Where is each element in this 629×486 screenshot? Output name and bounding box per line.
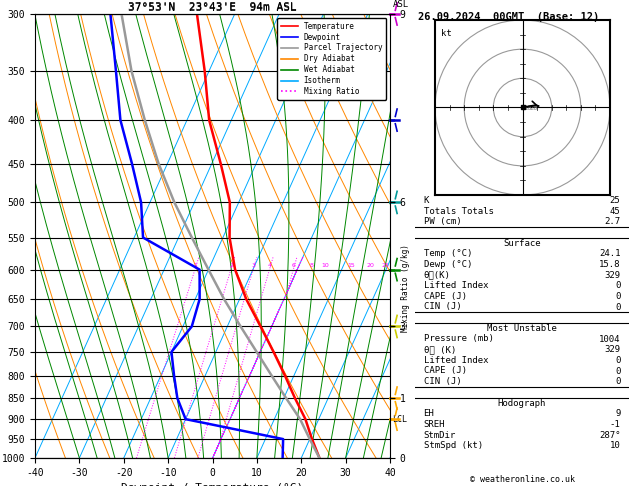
Text: 2.7: 2.7: [604, 217, 620, 226]
Text: 4: 4: [268, 263, 272, 268]
Text: CIN (J): CIN (J): [423, 377, 461, 386]
Text: 0: 0: [615, 302, 620, 312]
Text: CAPE (J): CAPE (J): [423, 292, 467, 301]
Text: EH: EH: [423, 409, 434, 418]
Text: 10: 10: [610, 441, 620, 450]
Text: θᴄ (K): θᴄ (K): [423, 345, 456, 354]
Text: 287°: 287°: [599, 431, 620, 439]
Text: θᴄ(K): θᴄ(K): [423, 271, 450, 279]
Text: CAPE (J): CAPE (J): [423, 366, 467, 376]
Text: 3: 3: [252, 263, 255, 268]
Legend: Temperature, Dewpoint, Parcel Trajectory, Dry Adiabat, Wet Adiabat, Isotherm, Mi: Temperature, Dewpoint, Parcel Trajectory…: [277, 18, 386, 100]
Text: StmSpd (kt): StmSpd (kt): [423, 441, 482, 450]
Text: kt: kt: [441, 29, 452, 38]
Text: 9: 9: [615, 409, 620, 418]
Text: km
ASL: km ASL: [393, 0, 409, 9]
Text: Totals Totals: Totals Totals: [423, 207, 493, 215]
Text: 0: 0: [615, 281, 620, 290]
Text: Lifted Index: Lifted Index: [423, 281, 488, 290]
Text: Pressure (mb): Pressure (mb): [423, 334, 493, 344]
Text: 0: 0: [615, 377, 620, 386]
Text: 24.1: 24.1: [599, 249, 620, 258]
Text: SREH: SREH: [423, 420, 445, 429]
Text: Lifted Index: Lifted Index: [423, 356, 488, 365]
Text: K: K: [423, 196, 429, 205]
Text: StmDir: StmDir: [423, 431, 456, 439]
Text: 25: 25: [610, 196, 620, 205]
Text: -1: -1: [610, 420, 620, 429]
Text: 15: 15: [347, 263, 355, 268]
Text: 0: 0: [615, 366, 620, 376]
Text: 20: 20: [367, 263, 374, 268]
Text: 2: 2: [229, 263, 233, 268]
Text: 1: 1: [193, 263, 198, 268]
Text: Mixing Ratio (g/kg): Mixing Ratio (g/kg): [401, 243, 410, 331]
Text: Dewp (°C): Dewp (°C): [423, 260, 472, 269]
Text: © weatheronline.co.uk: © weatheronline.co.uk: [469, 474, 574, 484]
Text: 329: 329: [604, 271, 620, 279]
Text: 45: 45: [610, 207, 620, 215]
Text: 26.09.2024  00GMT  (Base: 12): 26.09.2024 00GMT (Base: 12): [418, 12, 599, 22]
Text: 0: 0: [615, 292, 620, 301]
Text: 10: 10: [523, 105, 532, 111]
Text: 6: 6: [292, 263, 296, 268]
Text: LCL: LCL: [392, 415, 407, 424]
Text: 37°53'N  23°43'E  94m ASL: 37°53'N 23°43'E 94m ASL: [128, 3, 297, 13]
Text: 15.8: 15.8: [599, 260, 620, 269]
X-axis label: Dewpoint / Temperature (°C): Dewpoint / Temperature (°C): [121, 483, 304, 486]
Text: Hodograph: Hodograph: [498, 399, 546, 407]
Text: Most Unstable: Most Unstable: [487, 324, 557, 333]
Text: 0: 0: [615, 356, 620, 365]
Text: 8: 8: [309, 263, 313, 268]
Text: 1004: 1004: [599, 334, 620, 344]
Text: 10: 10: [321, 263, 329, 268]
Text: 20: 20: [529, 104, 538, 110]
Title: 37°53'N  23°43'E  94m ASL: 37°53'N 23°43'E 94m ASL: [128, 2, 297, 12]
Text: Surface: Surface: [503, 239, 541, 247]
Text: Temp (°C): Temp (°C): [423, 249, 472, 258]
Text: PW (cm): PW (cm): [423, 217, 461, 226]
Text: CIN (J): CIN (J): [423, 302, 461, 312]
Text: 25: 25: [382, 263, 389, 268]
Text: 329: 329: [604, 345, 620, 354]
